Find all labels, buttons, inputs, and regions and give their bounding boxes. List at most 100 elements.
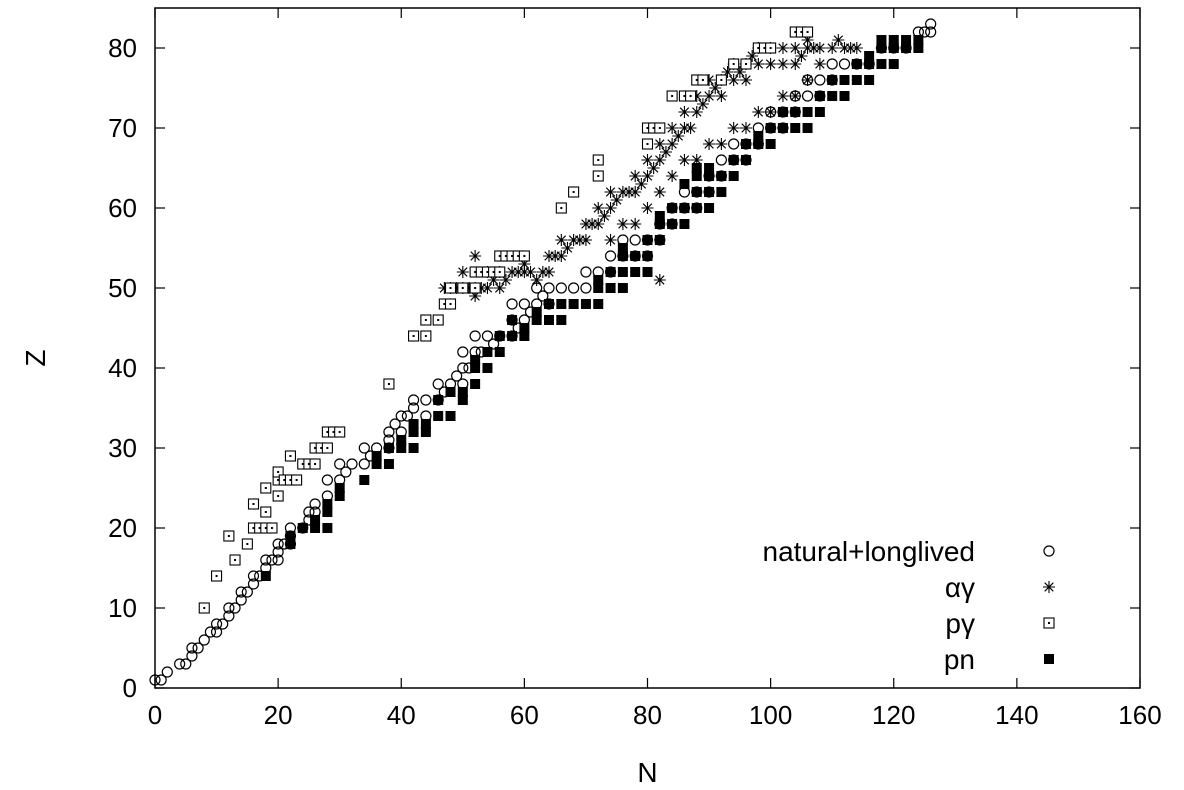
data-point: [642, 235, 653, 245]
data-point: [672, 130, 685, 142]
data-point: [340, 466, 352, 478]
data-point: [790, 107, 801, 117]
legend-label: αγ: [945, 572, 975, 603]
data-point: [457, 395, 468, 405]
data-point: [285, 531, 296, 541]
data-point: [235, 586, 247, 598]
data-point: [334, 426, 346, 438]
data-point: [610, 194, 623, 206]
data-point: [667, 219, 678, 229]
data-point: [765, 42, 777, 54]
data-point: [685, 90, 697, 102]
data-point: [888, 43, 899, 53]
data-point: [198, 602, 210, 614]
data-point: [623, 186, 636, 198]
data-point: [556, 299, 567, 309]
data-point: [334, 483, 345, 493]
data-point: [555, 234, 568, 246]
data-point: [709, 82, 722, 94]
legend-label: pn: [944, 644, 975, 675]
data-point: [561, 242, 574, 254]
data-point: [598, 210, 611, 222]
data-point: [334, 491, 345, 501]
data-point: [235, 594, 247, 606]
data-point: [703, 138, 716, 150]
x-tick-label: 160: [1118, 700, 1161, 730]
data-point: [395, 410, 407, 422]
data-point: [487, 274, 500, 286]
data-point: [469, 330, 481, 342]
data-point: [272, 546, 284, 558]
data-point: [691, 203, 702, 213]
data-point: [470, 379, 481, 389]
data-point: [765, 123, 776, 133]
data-point: [518, 298, 530, 310]
data-point: [864, 75, 875, 85]
data-point: [777, 107, 788, 117]
data-point: [266, 522, 278, 534]
data-point: [704, 187, 715, 197]
x-tick-label: 60: [510, 700, 539, 730]
data-point: [579, 234, 592, 246]
x-tick-label: 140: [995, 700, 1038, 730]
data-point: [530, 274, 543, 286]
data-point: [568, 299, 579, 309]
data-point: [186, 642, 198, 654]
data-point: [827, 75, 838, 85]
data-point: [217, 618, 229, 630]
y-tick-label: 20: [108, 513, 137, 543]
data-point: [888, 35, 899, 45]
data-point: [285, 539, 296, 549]
data-point: [322, 523, 333, 533]
data-point: [913, 35, 924, 45]
data-point: [703, 74, 716, 86]
data-point: [592, 202, 605, 214]
x-tick-label: 0: [148, 700, 162, 730]
data-point: [445, 387, 456, 397]
data-point: [303, 506, 315, 518]
data-point: [396, 443, 407, 453]
data-point: [155, 674, 167, 686]
data-point: [211, 570, 223, 582]
data-point: [918, 26, 931, 38]
data-point: [518, 250, 530, 262]
data-point: [728, 155, 739, 165]
data-point: [716, 187, 727, 197]
data-point: [266, 554, 278, 566]
data-point: [746, 50, 759, 62]
data-point: [740, 122, 752, 134]
data-point: [765, 139, 776, 149]
data-point: [653, 154, 666, 166]
data-point: [573, 234, 586, 246]
data-point: [635, 178, 648, 190]
data-point: [408, 443, 419, 453]
data-point: [469, 290, 482, 302]
data-point: [653, 274, 666, 286]
data-point: [389, 418, 401, 430]
data-point: [309, 498, 321, 510]
data-point: [684, 122, 697, 134]
data-point: [229, 602, 241, 614]
data-point: [629, 170, 642, 182]
data-point: [901, 35, 912, 45]
data-point: [518, 266, 531, 278]
data-point: [272, 554, 284, 566]
axis-ticks: 0 20 40 60 80 100 120 140 160 0 10 20 30 40 50 60 70 80: [108, 8, 1162, 730]
data-point: [716, 171, 727, 181]
data-point: [654, 122, 666, 134]
data-point: [310, 515, 321, 525]
data-point: [457, 362, 469, 374]
data-point: [813, 42, 826, 54]
x-axis-label: N: [637, 757, 657, 788]
data-point: [838, 42, 851, 54]
y-tick-label: 40: [108, 353, 137, 383]
data-point: [832, 34, 845, 46]
y-tick-label: 0: [123, 673, 137, 703]
data-point: [456, 266, 469, 278]
data-point: [371, 451, 382, 461]
data-point: [322, 499, 333, 509]
data-point: [407, 394, 420, 406]
data-point: [659, 146, 672, 158]
data-point: [507, 315, 518, 325]
data-point: [795, 50, 808, 62]
